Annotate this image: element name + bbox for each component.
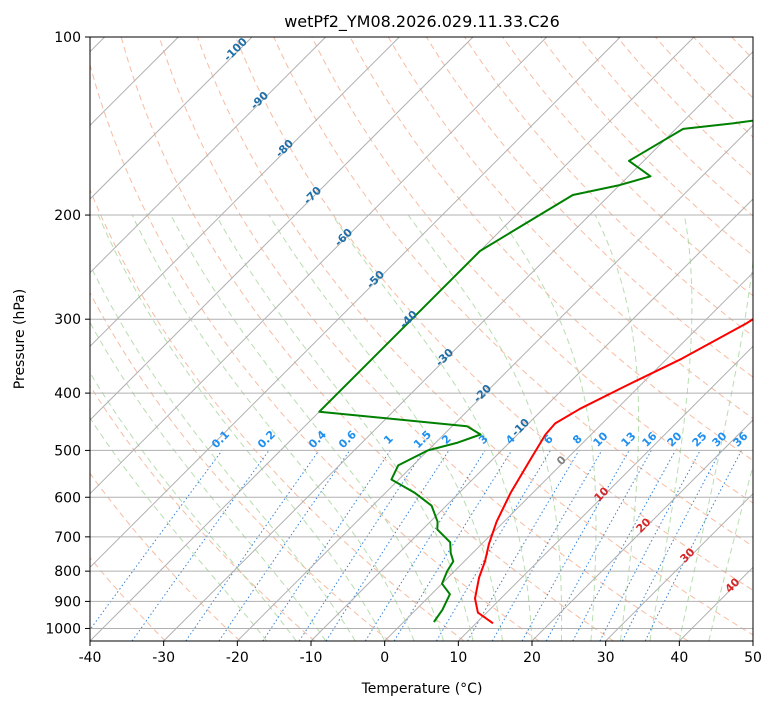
isotherm-line	[90, 37, 400, 348]
x-tick-label: 40	[670, 650, 688, 666]
y-tick-label: 900	[54, 594, 81, 610]
dry-adiabat	[90, 384, 316, 641]
moist-adiabat	[268, 214, 503, 641]
y-tick-label: 100	[54, 30, 81, 46]
x-tick-label: -40	[79, 650, 102, 666]
moist-adiabat	[215, 214, 474, 641]
moist-adiabat	[331, 214, 533, 641]
mixing-ratio-line	[572, 450, 676, 641]
dry-adiabat	[502, 37, 753, 297]
moist-adiabat	[594, 214, 640, 641]
y-tick-label: 200	[54, 208, 81, 224]
mixing-ratio-line	[218, 450, 351, 641]
y-axis: 100 200 300 400 500 600 700 800 900 1000	[45, 30, 90, 637]
dry-adiabat	[616, 37, 753, 178]
moist-adiabat	[90, 417, 268, 641]
dry-adiabat	[90, 62, 540, 641]
x-tick-label: -10	[300, 650, 323, 666]
isotherm-line	[236, 124, 753, 641]
chart-title: wetPf2_YM08.2026.029.11.33.C26	[284, 12, 560, 32]
plot-frame	[89, 36, 754, 642]
mixing-ratio-line	[491, 450, 603, 641]
moist-adiabat	[678, 258, 753, 641]
series-layer	[318, 119, 753, 625]
x-tick-label: 20	[523, 650, 541, 666]
y-axis-label: Pressure (hPa)	[12, 289, 28, 389]
dry-adiabat	[197, 37, 753, 636]
moist-adiabat	[407, 214, 563, 641]
temperature-line	[474, 317, 753, 625]
x-tick-label: -20	[226, 650, 249, 666]
isotherm-line	[457, 345, 753, 641]
x-axis-label: Temperature (°C)	[361, 681, 483, 697]
mixing-ratio-line	[90, 450, 223, 631]
moist-adiabat	[131, 214, 415, 641]
moist-adiabat	[170, 214, 445, 641]
isotherm-line	[90, 37, 253, 200]
dry-adiabat	[90, 188, 465, 641]
x-tick-label: 50	[744, 650, 762, 666]
moist-adiabat	[90, 371, 297, 641]
dry-adiabat	[425, 37, 753, 378]
dry-adiabat	[90, 291, 390, 641]
isotherm-line	[90, 37, 474, 421]
y-tick-label: 400	[54, 386, 81, 402]
x-tick-label: 10	[449, 650, 467, 666]
isotherm-line	[90, 37, 548, 495]
dry-adiabat	[273, 37, 753, 547]
mixing-ratio-line	[467, 450, 580, 641]
mixing-ratio-line	[545, 450, 652, 641]
moist-adiabat	[90, 263, 356, 641]
y-tick-label: 800	[54, 564, 81, 580]
isotherm-line	[90, 37, 327, 274]
x-tick-label: -30	[152, 650, 175, 666]
mixing-ratio-line	[435, 450, 552, 641]
moist-adiabat	[649, 214, 693, 641]
mixing-ratio-line	[521, 450, 630, 641]
y-tick-label: 600	[54, 490, 81, 506]
isotherm-line	[310, 198, 753, 641]
x-tick-label: 30	[597, 650, 615, 666]
y-tick-label: 1000	[45, 621, 81, 637]
mixing-ratio-line	[364, 450, 486, 641]
dry-adiabat	[120, 37, 614, 641]
isotherm-line	[605, 492, 753, 641]
dry-adiabat	[158, 37, 689, 641]
isotherm-line	[90, 37, 621, 569]
mixing-ratio-line	[393, 450, 513, 641]
dry-adiabat	[387, 37, 753, 420]
isotherm-line	[384, 271, 753, 641]
moist-adiabat	[90, 321, 327, 641]
background-lines	[90, 37, 753, 641]
dewpoint-line	[318, 119, 753, 623]
y-tick-label: 300	[54, 312, 81, 328]
plot-area	[90, 37, 753, 641]
isotherm-line	[531, 419, 753, 641]
mixing-ratio-line	[325, 450, 450, 641]
y-tick-label: 500	[54, 443, 81, 459]
x-axis: -40 -30 -20 -10 0 10 20 30 40 50	[79, 641, 762, 666]
dry-adiabat	[235, 37, 753, 591]
y-tick-label: 700	[54, 530, 81, 546]
x-tick-label: 0	[380, 650, 389, 666]
dry-adiabat	[311, 37, 753, 504]
mixing-ratio-line	[131, 450, 270, 641]
moist-adiabat	[97, 214, 386, 641]
